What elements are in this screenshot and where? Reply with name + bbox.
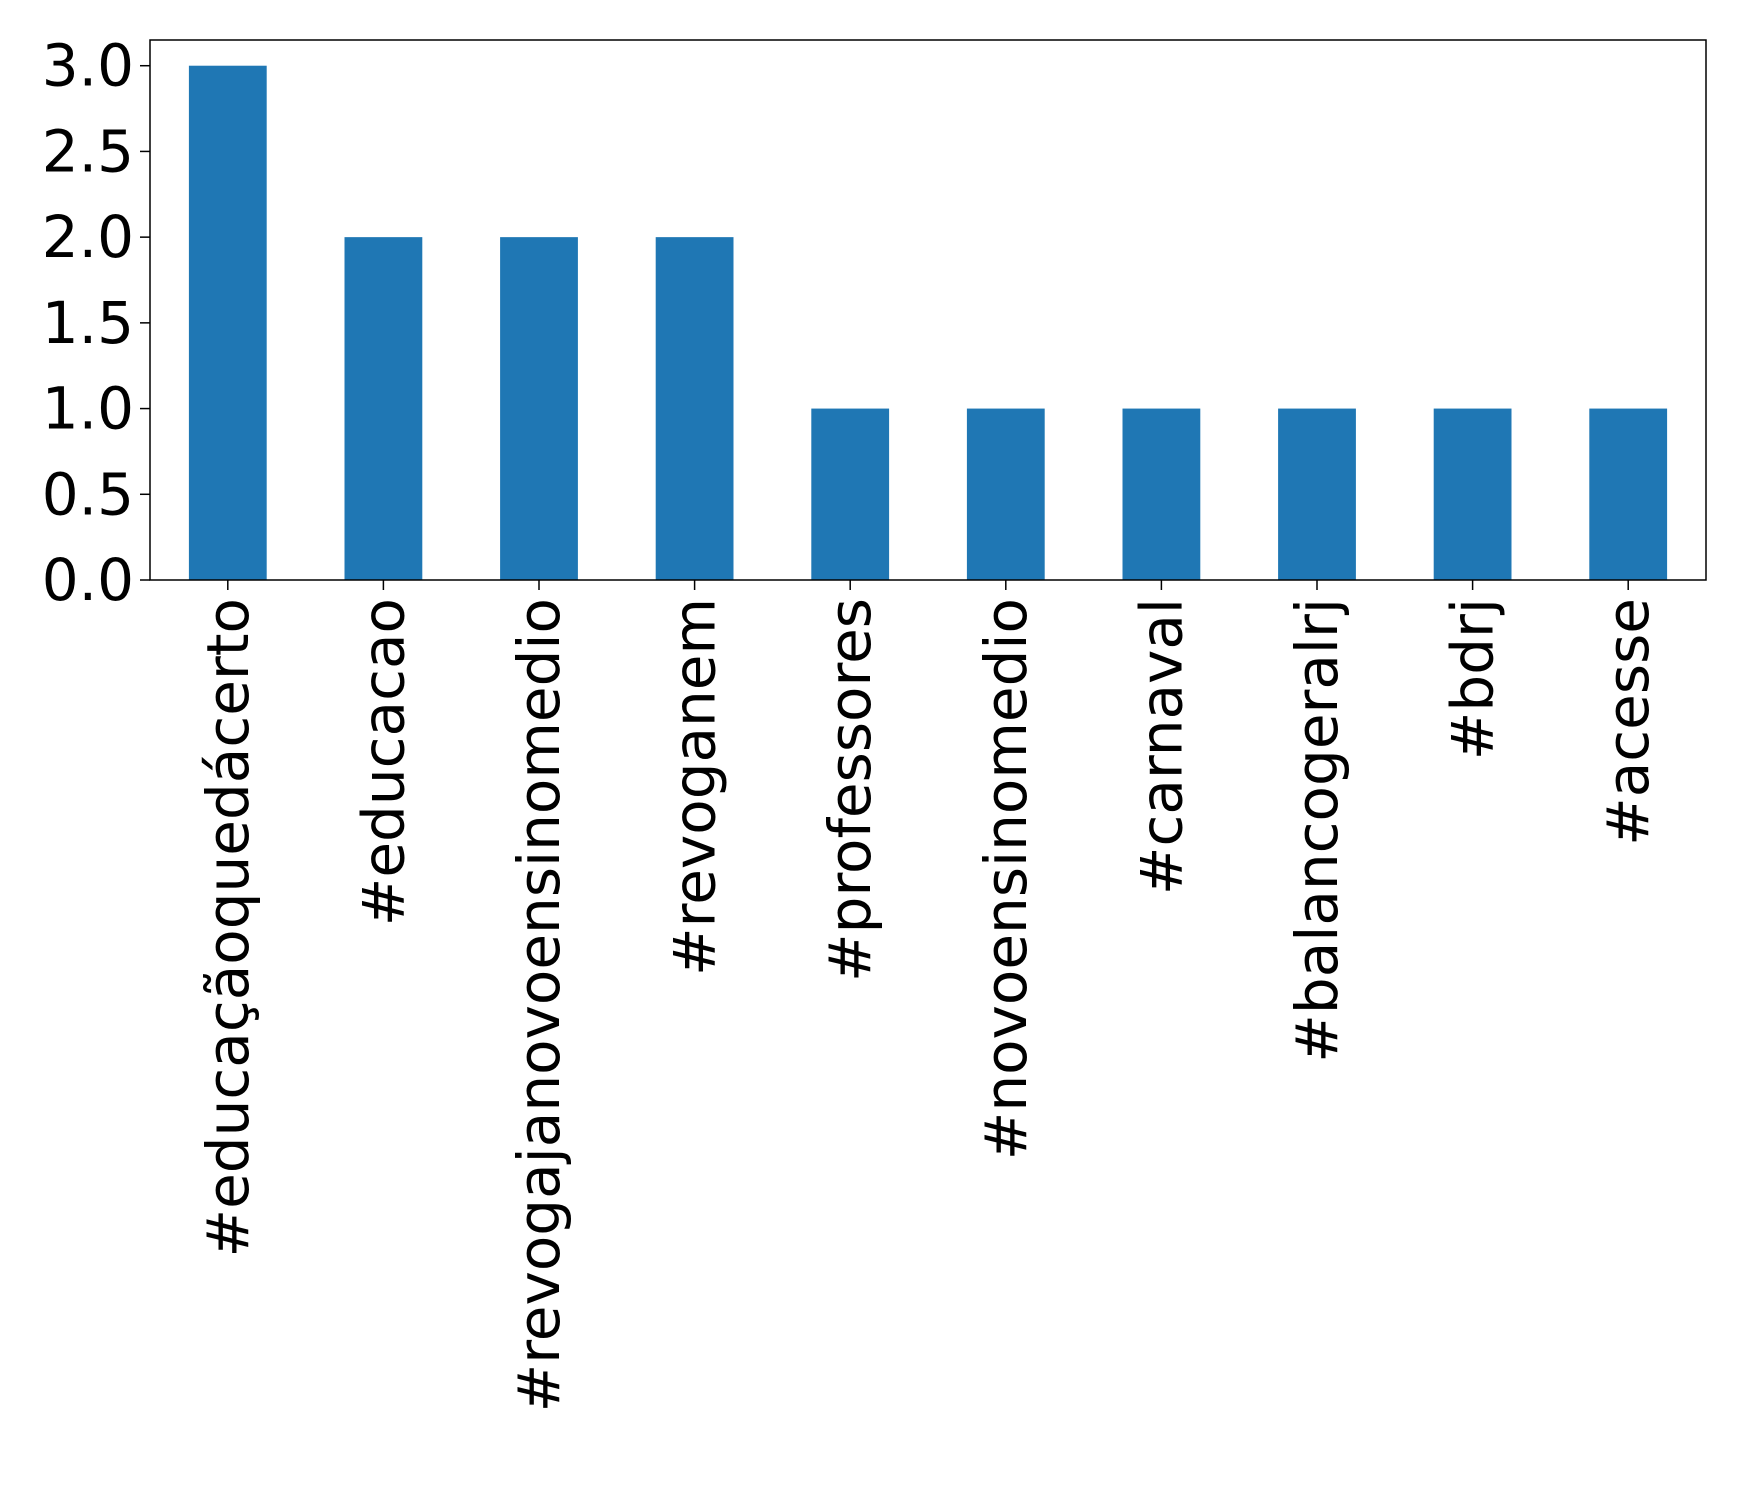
- y-tick-label: 1.0: [42, 375, 134, 443]
- bar: [1278, 408, 1356, 580]
- x-tick-label: #educaçãoquedácerto: [194, 598, 262, 1257]
- y-tick-label: 3.0: [42, 32, 134, 100]
- bar: [1122, 408, 1201, 580]
- x-tick-label: #carnaval: [1127, 598, 1195, 895]
- y-tick-label: 0.0: [42, 546, 134, 614]
- bar: [500, 237, 578, 580]
- x-axis: #educaçãoquedácerto #educacao #revogajanov…: [194, 580, 1662, 1412]
- bar: [1433, 408, 1512, 580]
- bars-group: [188, 65, 1668, 580]
- bar: [811, 408, 890, 580]
- y-tick-label: 2.0: [42, 203, 134, 271]
- x-tick-label: #educacao: [349, 598, 417, 926]
- y-axis: 0.0 0.5 1.0 1.5 2.0 2.5 3.0: [42, 32, 150, 614]
- bar: [344, 237, 423, 580]
- x-tick-label: #novoensinomedio: [972, 598, 1040, 1160]
- plot-area-frame: [149, 39, 1707, 581]
- x-tick-label: #revogajanovoensinomedio: [505, 598, 573, 1412]
- y-tick-label: 2.5: [42, 117, 134, 185]
- x-tick-label: #balancogeralrj: [1283, 598, 1351, 1063]
- x-tick-label: #acesse: [1594, 598, 1662, 846]
- bar: [1589, 408, 1668, 580]
- bar: [655, 237, 734, 580]
- x-tick-label: #revoganem: [661, 598, 729, 976]
- x-tick-label: #professores: [816, 598, 884, 982]
- bar: [188, 65, 267, 580]
- y-tick-label: 0.5: [42, 460, 134, 528]
- x-tick-label: #bdrj: [1439, 598, 1507, 760]
- y-tick-label: 1.5: [42, 289, 134, 357]
- bar: [966, 408, 1045, 580]
